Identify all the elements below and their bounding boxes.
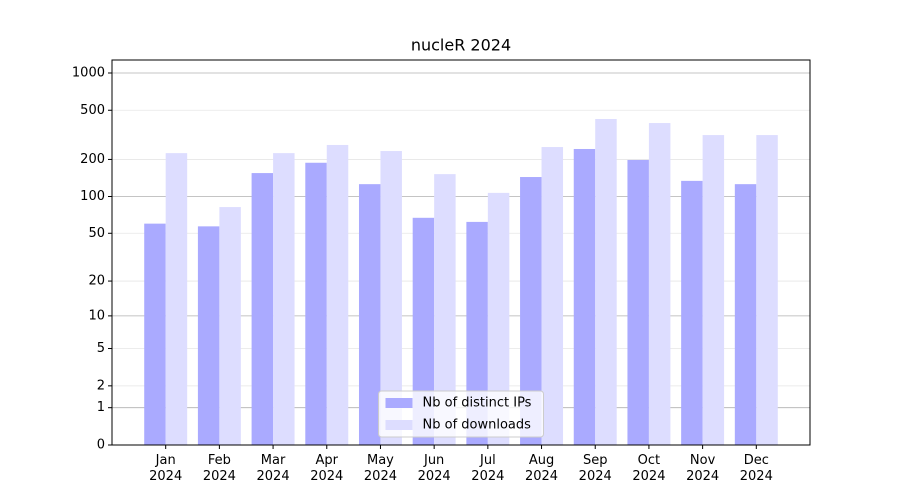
bar [466, 221, 488, 445]
bar [165, 153, 188, 445]
legend-swatch [385, 398, 413, 408]
y-tick-label: 10 [88, 308, 105, 323]
bar [756, 135, 778, 445]
x-tick-label: Jul 2024 [471, 453, 505, 484]
bar [305, 162, 327, 446]
y-tick-label: 50 [88, 226, 105, 241]
bar [251, 173, 274, 445]
y-tick-label: 200 [80, 152, 105, 167]
bar [541, 147, 564, 445]
y-tick-label: 100 [80, 189, 105, 204]
x-tick-label: Jun 2024 [417, 453, 451, 484]
bar [380, 151, 402, 445]
legend-box [378, 390, 544, 438]
bar [326, 144, 349, 445]
bar [627, 159, 649, 445]
chart-title: nucleR 2024 [411, 36, 511, 55]
y-tick-label: 20 [88, 274, 105, 289]
bar [219, 207, 241, 445]
x-tick-label: Dec 2024 [739, 453, 773, 484]
x-tick-label: Apr 2024 [310, 453, 344, 484]
bar [434, 174, 456, 445]
bar [144, 223, 166, 445]
bar [412, 217, 435, 445]
x-tick-label: Sep 2024 [578, 453, 612, 484]
y-tick-label: 1000 [72, 65, 105, 80]
x-tick-label: Jan 2024 [149, 453, 183, 484]
bar [648, 123, 671, 446]
y-tick-label: 1 [97, 400, 105, 415]
bar [734, 184, 757, 445]
x-tick-label: Mar 2024 [256, 453, 290, 484]
bar [358, 184, 381, 445]
plot-frame [111, 59, 811, 446]
bar [573, 148, 596, 446]
legend-label: Nb of distinct IPs [423, 396, 532, 411]
legend-label: Nb of downloads [423, 418, 532, 433]
bar [487, 192, 510, 445]
bar [595, 118, 617, 445]
y-tick-label: 500 [80, 103, 105, 118]
bar [681, 180, 703, 445]
bar [520, 177, 542, 445]
y-tick-label: 5 [97, 341, 105, 356]
legend: Nb of distinct IPs Nb of downloads [378, 390, 544, 438]
x-tick-label: Aug 2024 [524, 453, 559, 484]
y-tick-label: 0 [97, 438, 105, 453]
bar [273, 153, 295, 445]
bar [702, 135, 725, 445]
x-tick-label: Oct 2024 [632, 453, 666, 484]
bar [197, 226, 220, 445]
x-tick-label: Nov 2024 [686, 453, 720, 484]
y-tick-label: 2 [97, 378, 105, 393]
x-tick-label: May 2024 [363, 453, 397, 484]
x-tick-label: Feb 2024 [202, 453, 236, 484]
legend-swatch [385, 420, 413, 430]
